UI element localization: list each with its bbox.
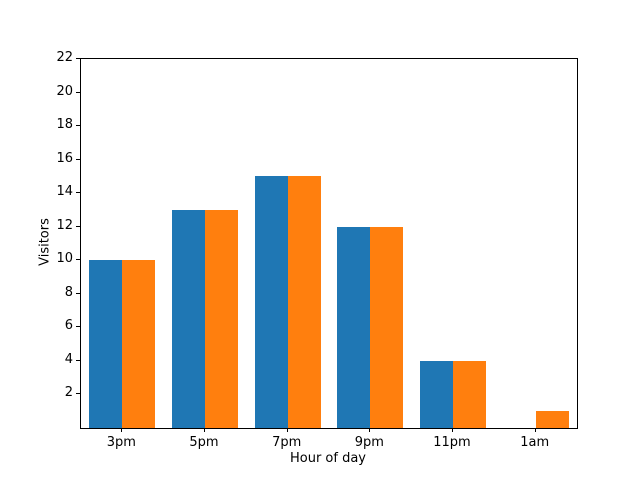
- y-tick-label: 6: [64, 318, 73, 334]
- y-tick-mark: [76, 359, 80, 361]
- x-axis-label: Hour of day: [289, 451, 367, 466]
- y-tick-mark: [76, 91, 80, 93]
- x-tick-label: 5pm: [189, 435, 219, 450]
- y-tick-mark: [76, 125, 80, 127]
- x-tick-label: 3pm: [106, 435, 136, 450]
- x-tick-label: 7pm: [272, 435, 302, 450]
- y-tick-label: 18: [56, 117, 73, 133]
- x-tick-label: 9pm: [354, 435, 384, 450]
- y-tick-label: 4: [64, 351, 73, 367]
- y-tick-mark: [76, 326, 80, 328]
- y-tick-label: 8: [64, 284, 73, 300]
- bar-series-blue-5pm: [171, 209, 205, 428]
- x-tick-mark: [534, 428, 536, 432]
- bar-series-orange-5pm: [205, 209, 239, 428]
- bar-series-orange-3pm: [122, 260, 156, 428]
- y-tick-label: 12: [56, 217, 73, 233]
- y-tick-mark: [76, 58, 80, 59]
- bar-series-blue-9pm: [337, 226, 371, 428]
- bar-series-blue-3pm: [89, 260, 123, 428]
- bar-series-orange-11pm: [453, 360, 487, 428]
- bar-series-orange-7pm: [287, 176, 321, 428]
- y-tick-mark: [76, 259, 80, 261]
- x-tick-mark: [204, 428, 205, 432]
- y-tick-label: 14: [56, 184, 73, 200]
- y-tick-label: 10: [56, 251, 73, 267]
- y-tick-mark: [76, 192, 80, 194]
- y-tick-mark: [76, 158, 80, 160]
- x-tick-mark: [286, 428, 288, 432]
- plot-area: [80, 58, 578, 429]
- bar-series-orange-1am: [535, 411, 569, 428]
- x-tick-label: 1am: [520, 435, 550, 450]
- x-tick-mark: [452, 428, 453, 432]
- x-tick-mark: [121, 428, 123, 432]
- y-tick-mark: [76, 292, 80, 294]
- bar-series-orange-9pm: [370, 226, 404, 428]
- y-tick-mark: [76, 393, 80, 395]
- x-tick-mark: [369, 428, 371, 432]
- y-tick-mark: [76, 225, 80, 227]
- y-tick-label: 2: [64, 385, 73, 401]
- bar-series-blue-11pm: [419, 360, 453, 428]
- x-tick-label: 11pm: [433, 435, 471, 450]
- y-tick-label: 20: [56, 83, 73, 99]
- y-tick-label: 16: [56, 150, 73, 166]
- bar-series-blue-7pm: [254, 176, 288, 428]
- y-tick-label: 22: [56, 50, 73, 65]
